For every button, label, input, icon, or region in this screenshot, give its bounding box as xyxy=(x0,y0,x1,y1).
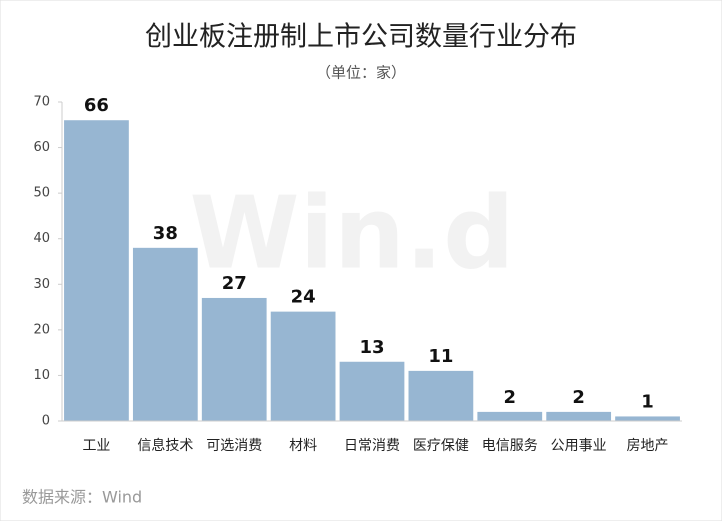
value-label: 13 xyxy=(359,337,384,358)
value-label: 24 xyxy=(291,287,316,308)
y-tick-label: 0 xyxy=(42,414,50,429)
value-label: 38 xyxy=(153,223,178,244)
x-tick-label: 日常消费 xyxy=(344,438,400,454)
source-note: 数据来源：Wind xyxy=(22,488,142,507)
x-tick-label: 工业 xyxy=(82,438,110,454)
bar xyxy=(270,311,336,421)
y-tick-label: 60 xyxy=(33,140,50,155)
bar xyxy=(201,297,267,421)
value-label: 2 xyxy=(504,387,517,408)
value-label: 11 xyxy=(428,346,453,367)
value-label: 2 xyxy=(572,387,585,408)
y-tick-label: 50 xyxy=(33,186,50,201)
y-tick-label: 40 xyxy=(33,231,50,246)
bar xyxy=(408,370,474,421)
value-label: 66 xyxy=(84,95,109,116)
y-tick-label: 20 xyxy=(33,322,50,337)
bar xyxy=(477,411,543,421)
x-tick-label: 房地产 xyxy=(627,438,669,454)
bar xyxy=(615,416,680,421)
y-tick-label: 10 xyxy=(33,368,50,383)
y-tick-label: 30 xyxy=(33,277,50,292)
value-label: 1 xyxy=(641,391,654,412)
bar xyxy=(64,120,129,421)
bar xyxy=(546,411,612,421)
x-tick-label: 医疗保健 xyxy=(413,438,469,454)
x-tick-label: 公用事业 xyxy=(551,438,607,454)
y-tick-label: 70 xyxy=(33,95,50,110)
x-tick-label: 信息技术 xyxy=(137,437,193,454)
x-tick-label: 电信服务 xyxy=(482,438,538,454)
value-label: 27 xyxy=(222,273,247,294)
x-tick-label: 材料 xyxy=(289,438,317,454)
chart-title: 创业板注册制上市公司数量行业分布 xyxy=(145,22,577,53)
bar xyxy=(339,361,405,421)
chart-subtitle: （单位：家） xyxy=(316,64,406,82)
x-tick-label: 可选消费 xyxy=(206,438,262,454)
watermark: Win.d xyxy=(189,174,514,291)
bar xyxy=(132,247,198,421)
